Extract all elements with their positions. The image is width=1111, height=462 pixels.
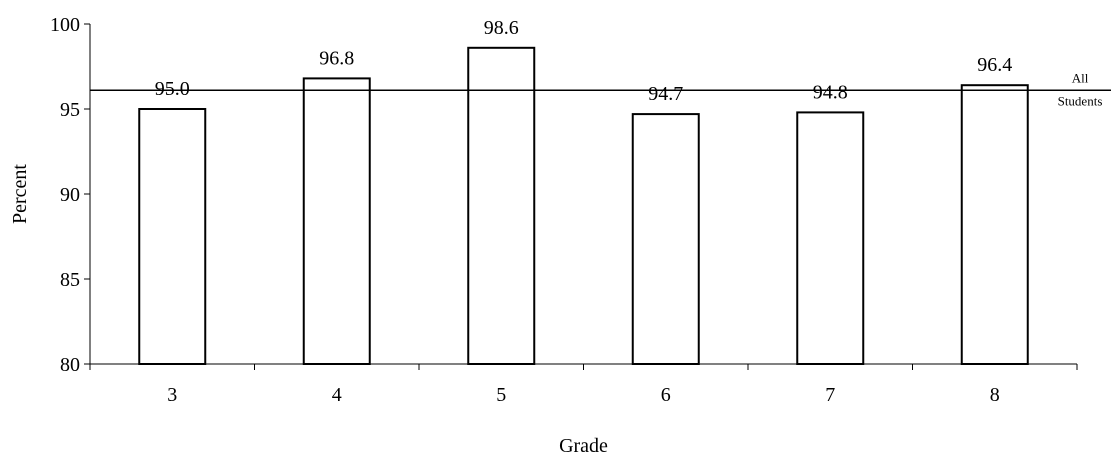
bar-value-label: 96.4	[977, 54, 1012, 76]
y-tick-label: 80	[60, 354, 80, 376]
reference-line-group: All Students	[90, 70, 1111, 108]
bar-grade-5	[467, 46, 536, 366]
y-tick-label: 85	[60, 269, 80, 291]
data-labels: 95.0 96.8 98.6 94.7 94.8 96.4	[155, 17, 1013, 105]
bars	[138, 46, 1029, 366]
y-tick-label: 95	[60, 99, 80, 121]
x-tick-label: 3	[167, 384, 177, 406]
x-axis-title: Grade	[559, 435, 608, 457]
x-tick-label: 5	[496, 384, 506, 406]
bar-grade-7	[796, 111, 865, 366]
bar-grade-6	[631, 113, 700, 365]
bar-value-label: 95.0	[155, 78, 190, 100]
bar-value-label: 94.7	[648, 83, 683, 105]
x-tick-label: 8	[990, 384, 1000, 406]
bar-value-label: 98.6	[484, 17, 519, 39]
reference-line-label-top: All	[1072, 70, 1089, 85]
y-axis-title: Percent	[9, 164, 31, 224]
y-axis: 80 85 90 95 100	[50, 14, 91, 376]
bar-grade-3	[138, 108, 207, 365]
x-tick-label: 6	[661, 384, 671, 406]
x-tick-label: 4	[332, 384, 342, 406]
reference-line-label-bottom: Students	[1058, 93, 1103, 108]
bar-grade-8	[960, 84, 1029, 365]
bar-grade-4	[302, 77, 371, 366]
y-tick-label: 90	[60, 184, 80, 206]
x-tick-label: 7	[825, 384, 835, 406]
bar-value-label: 96.8	[319, 47, 354, 69]
x-axis: 3 4 5 6 7 8	[89, 363, 1078, 406]
bar-value-label: 94.8	[813, 81, 848, 103]
y-tick-label: 100	[50, 14, 80, 36]
